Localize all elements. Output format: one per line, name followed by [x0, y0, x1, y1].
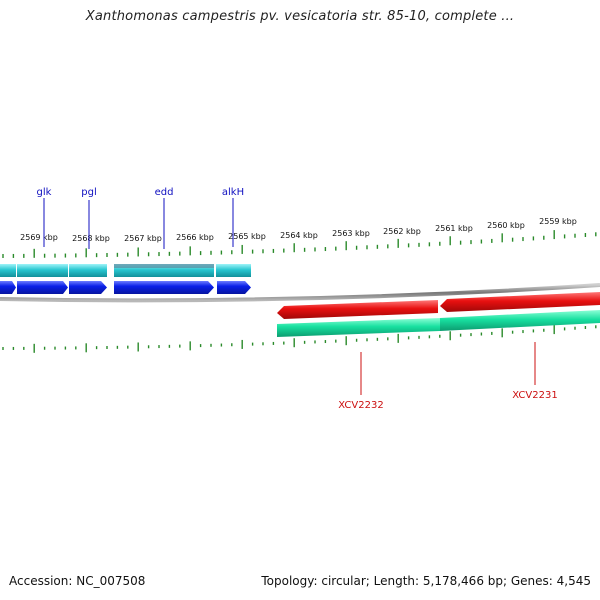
gene-arrow[interactable]	[440, 292, 600, 312]
tick-label: 2569 kbp	[20, 233, 58, 242]
genome-summary: Topology: circular; Length: 5,178,466 bp…	[261, 574, 591, 588]
top-gene-labels: glk pgl edd alkH	[37, 187, 244, 249]
tick-label: 2559 kbp	[539, 217, 577, 226]
gene-arrow[interactable]	[114, 281, 214, 294]
gene-feature[interactable]	[277, 318, 440, 337]
gene-label-xcv2231[interactable]: XCV2231	[512, 390, 557, 401]
gene-feature[interactable]	[0, 264, 16, 277]
gene-label-alkh[interactable]: alkH	[222, 187, 244, 198]
gene-label-pgl[interactable]: pgl	[81, 187, 96, 198]
gene-feature[interactable]	[440, 310, 600, 331]
tick-label: 2564 kbp	[280, 231, 318, 240]
top-cyan-features	[0, 264, 251, 277]
genome-backbone	[0, 283, 600, 303]
gene-arrow[interactable]	[277, 300, 438, 319]
gene-label-xcv2232[interactable]: XCV2232	[338, 400, 383, 411]
bottom-red-genes	[277, 292, 600, 319]
tick-label: 2568 kbp	[72, 234, 110, 243]
gene-arrow[interactable]	[17, 281, 68, 294]
tick-label: 2566 kbp	[176, 233, 214, 242]
gene-label-edd[interactable]: edd	[155, 187, 174, 198]
top-tick-marks	[2, 230, 597, 258]
bottom-green-features	[277, 310, 600, 337]
gene-feature[interactable]	[114, 264, 214, 268]
tick-label: 2561 kbp	[435, 224, 473, 233]
accession-text: Accession: NC_007508	[9, 574, 146, 588]
tick-label: 2563 kbp	[332, 229, 370, 238]
gene-feature[interactable]	[216, 264, 251, 277]
bottom-tick-marks	[2, 325, 597, 353]
tick-label: 2560 kbp	[487, 221, 525, 230]
gene-arrow[interactable]	[69, 281, 107, 294]
top-blue-genes	[0, 281, 251, 294]
gene-arrow[interactable]	[0, 281, 16, 294]
gene-label-glk[interactable]: glk	[37, 187, 52, 198]
bottom-gene-labels: XCV2232 XCV2231	[338, 342, 558, 411]
tick-label: 2562 kbp	[383, 227, 421, 236]
tick-label: 2567 kbp	[124, 234, 162, 243]
gene-arrow[interactable]	[217, 281, 251, 294]
genome-title: Xanthomonas campestris pv. vesicatoria s…	[85, 9, 515, 24]
tick-label: 2565 kbp	[228, 232, 266, 241]
gene-feature[interactable]	[17, 264, 68, 277]
gene-feature[interactable]	[69, 264, 107, 277]
